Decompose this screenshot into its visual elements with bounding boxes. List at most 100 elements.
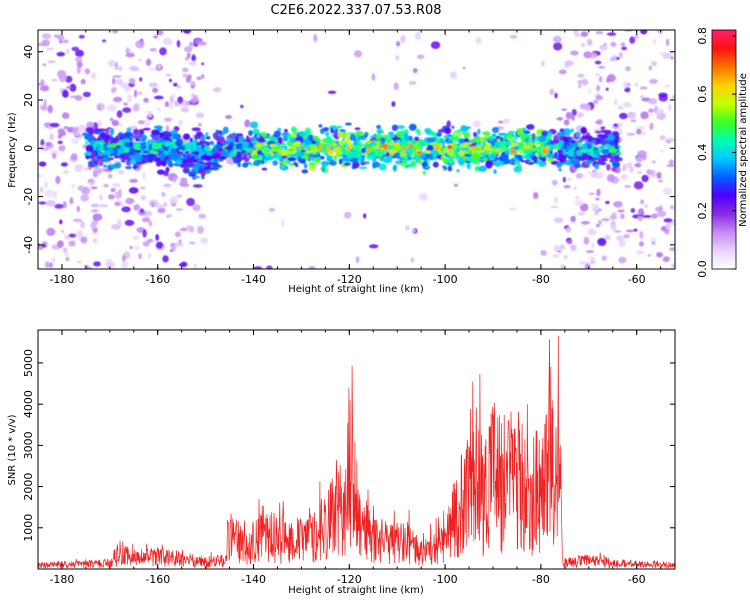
- heatmap-cell: [426, 137, 435, 144]
- heatmap-cell: [45, 47, 55, 51]
- heatmap-cell: [139, 186, 146, 190]
- heatmap-cell: [517, 128, 524, 136]
- heatmap-cell: [215, 144, 223, 148]
- heatmap-cell: [482, 140, 486, 148]
- heatmap-cell: [308, 144, 317, 149]
- heatmap-cell: [124, 219, 135, 226]
- heatmap-cell: [594, 60, 602, 65]
- heatmap-cell: [636, 250, 645, 255]
- heatmap-cell: [549, 88, 555, 96]
- heatmap-cell: [344, 122, 353, 126]
- heatmap-cell: [577, 211, 585, 216]
- heatmap-cell: [399, 150, 408, 158]
- heatmap-cell: [165, 125, 170, 133]
- heatmap-cell: [393, 143, 400, 146]
- heatmap-cell: [598, 76, 603, 83]
- heatmap-cell: [634, 81, 639, 88]
- heatmap-cell: [45, 200, 56, 207]
- heatmap-cell: [563, 136, 570, 143]
- heatmap-cell: [205, 155, 212, 162]
- x-tick-label: -140: [241, 273, 266, 286]
- heatmap-cell: [261, 167, 268, 171]
- heatmap-cell: [426, 150, 431, 155]
- heatmap-cell: [182, 73, 190, 78]
- heatmap-cell: [608, 140, 614, 146]
- heatmap-cell: [642, 214, 652, 218]
- heatmap-cell: [611, 152, 616, 157]
- heatmap-peak: [447, 145, 453, 149]
- heatmap-cell: [78, 34, 85, 39]
- heatmap-cell: [194, 166, 199, 172]
- heatmap-cell: [567, 177, 572, 181]
- heatmap-cell: [180, 107, 190, 113]
- heatmap-cell: [624, 66, 631, 72]
- heatmap-cell: [600, 126, 606, 130]
- heatmap-cell: [49, 262, 53, 268]
- heatmap-cell: [312, 149, 320, 153]
- heatmap-cell: [577, 81, 582, 89]
- heatmap-cell: [200, 237, 209, 244]
- heatmap-cell: [595, 197, 600, 201]
- heatmap-cell: [193, 151, 200, 156]
- heatmap-cell: [567, 150, 575, 157]
- heatmap-cell: [618, 51, 624, 58]
- heatmap-cell: [157, 147, 164, 152]
- heatmap-cell: [193, 162, 201, 169]
- heatmap-cell: [102, 156, 109, 163]
- heatmap-cell: [191, 54, 196, 62]
- heatmap-cell: [553, 134, 559, 142]
- heatmap-cell: [475, 37, 482, 44]
- heatmap-cell: [587, 228, 597, 236]
- heatmap-cell: [80, 220, 86, 229]
- heatmap-cell: [580, 31, 589, 37]
- heatmap-cell: [385, 137, 392, 144]
- heatmap-cell: [595, 31, 604, 35]
- heatmap-cell: [395, 130, 405, 138]
- heatmap-cell: [63, 169, 70, 174]
- heatmap-cell: [611, 166, 617, 172]
- heatmap-cell: [652, 39, 657, 44]
- heatmap-cell: [451, 125, 455, 129]
- heatmap-cell: [140, 142, 144, 150]
- heatmap-cell: [81, 132, 91, 137]
- heatmap-cell: [509, 207, 517, 211]
- heatmap-cell: [196, 76, 202, 81]
- heatmap-cell: [623, 80, 628, 89]
- heatmap-cell: [556, 162, 563, 168]
- heatmap-cell: [531, 147, 538, 151]
- heatmap-cell: [606, 174, 615, 183]
- heatmap-cell: [49, 122, 60, 128]
- heatmap-cell: [342, 162, 352, 167]
- heatmap-cell: [108, 149, 114, 154]
- heatmap-cell: [471, 152, 481, 161]
- heatmap-cell: [663, 218, 673, 223]
- heatmap-cell: [80, 237, 88, 244]
- heatmap-cell: [462, 66, 466, 70]
- heatmap-cell: [382, 134, 391, 138]
- heatmap-cell: [658, 205, 663, 211]
- heatmap-cell: [133, 128, 139, 136]
- heatmap-cell: [376, 150, 384, 158]
- heatmap-cell: [324, 131, 330, 137]
- colorbar-frame: [711, 29, 737, 270]
- heatmap-cell: [69, 83, 77, 92]
- heatmap-cell: [103, 183, 109, 188]
- heatmap-cell: [620, 174, 628, 181]
- heatmap-cell: [615, 235, 625, 241]
- colorbar-tick-label: 0.4: [696, 144, 709, 162]
- heatmap-cell: [267, 136, 273, 141]
- heatmap-cell: [476, 135, 481, 143]
- heatmap-cell: [274, 154, 284, 158]
- heatmap-cell: [624, 184, 632, 189]
- heatmap-cell: [576, 112, 585, 118]
- heatmap-cell: [188, 41, 195, 47]
- heatmap-cell: [217, 156, 224, 160]
- heatmap-cell: [656, 112, 666, 120]
- heatmap-cell: [299, 146, 305, 149]
- heatmap-cell: [311, 151, 319, 156]
- heatmap-cell: [305, 150, 312, 154]
- heatmap-cell: [412, 67, 418, 74]
- heatmap-cell: [82, 91, 91, 98]
- heatmap-cell: [165, 73, 172, 77]
- heatmap-cell: [371, 73, 376, 81]
